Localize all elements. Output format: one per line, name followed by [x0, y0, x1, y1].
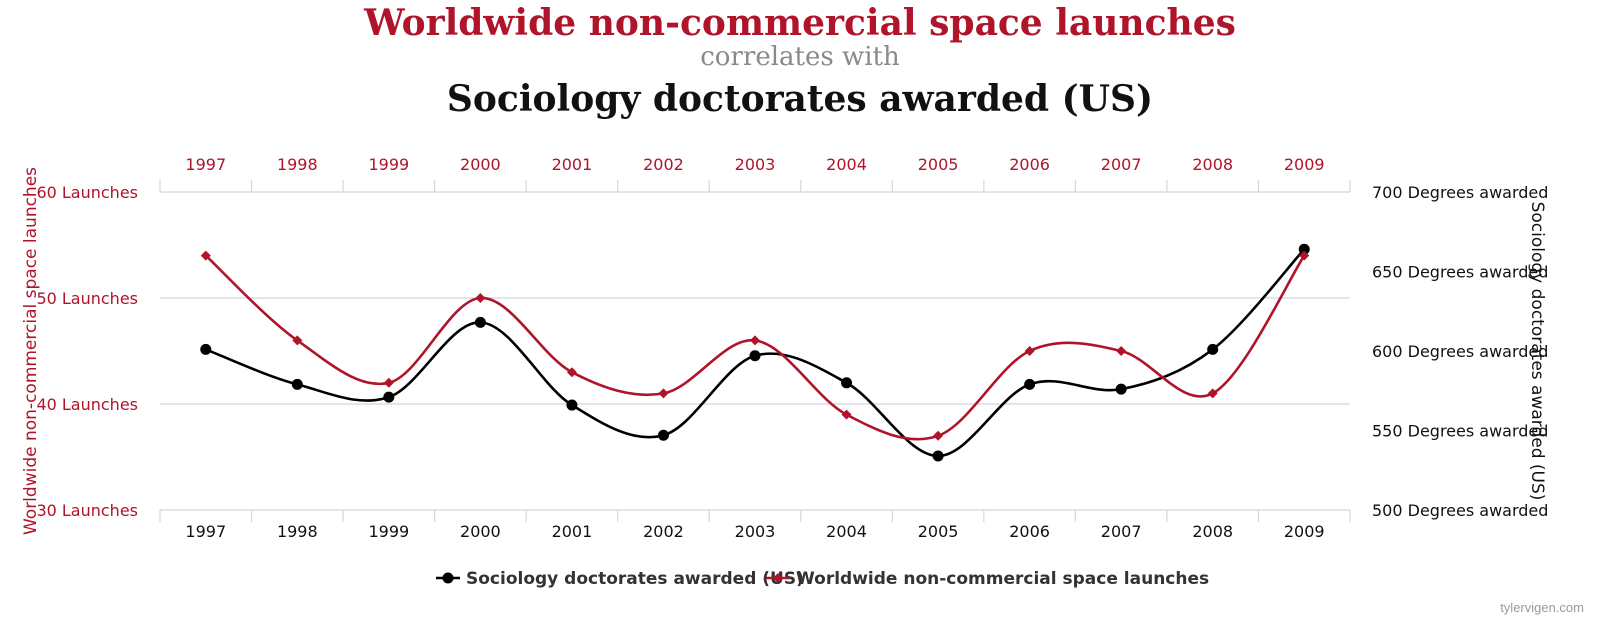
chart-title-secondary: Sociology doctorates awarded (US) [446, 78, 1154, 120]
legend[interactable]: Sociology doctorates awarded (US)Worldwi… [436, 569, 1209, 589]
left-axis-tick-label: 30 Launches [36, 501, 138, 520]
x-tick-label-bottom: 2003 [735, 522, 776, 541]
x-tick-label-top: 1998 [277, 155, 318, 174]
watermark: tylervigen.com [1500, 600, 1584, 615]
x-tick-label-top: 2006 [1009, 155, 1050, 174]
right-axis-tick-label: 550 Degrees awarded [1372, 422, 1548, 441]
right-axis-tick-label: 500 Degrees awarded [1372, 501, 1548, 520]
data-point-launches [841, 409, 852, 420]
data-point-launches [1024, 346, 1035, 356]
x-tick-label-bottom: 2008 [1192, 522, 1233, 541]
x-tick-label-top: 2007 [1101, 155, 1142, 174]
data-point-launches [1116, 346, 1127, 356]
left-axis-title: Worldwide non-commercial space launches [21, 167, 41, 535]
data-point-doctorates [1024, 378, 1036, 390]
data-point-launches [475, 293, 486, 303]
right-axis-tick-label: 650 Degrees awarded [1372, 263, 1548, 282]
data-point-launches [566, 367, 577, 378]
data-point-launches [383, 377, 394, 388]
x-tick-label-top: 2003 [735, 155, 776, 174]
data-point-doctorates [932, 450, 944, 462]
x-tick-label-top: 2005 [918, 155, 959, 174]
data-point-doctorates [566, 399, 578, 411]
x-tick-label-top: 1997 [185, 155, 226, 174]
data-point-doctorates [749, 350, 761, 362]
data-point-launches [933, 430, 944, 441]
x-tick-label-bottom: 2001 [552, 522, 593, 541]
data-point-doctorates [474, 316, 486, 328]
x-tick-label-bottom: 1999 [368, 522, 409, 541]
data-point-doctorates [1207, 343, 1219, 355]
x-tick-label-bottom: 2000 [460, 522, 501, 541]
data-point-launches [292, 335, 303, 346]
x-tick-label-top: 1999 [368, 155, 409, 174]
data-point-doctorates [1298, 243, 1310, 255]
axes: 1997 1997 1998 1998 1999 1999 2000 2000 2001 2001… [21, 155, 1548, 541]
x-tick-label-top: 2009 [1284, 155, 1325, 174]
data-point-launches [1207, 388, 1218, 399]
left-axis-tick-label: 50 Launches [36, 289, 138, 308]
data-point-doctorates [1115, 383, 1127, 395]
x-tick-label-top: 2004 [826, 155, 867, 174]
data-point-launches [658, 388, 669, 399]
x-tick-label-top: 2000 [460, 155, 501, 174]
data-point-launches [1299, 250, 1310, 261]
chart-title-connector: correlates with [700, 42, 900, 72]
right-axis-title: Sociology doctorates awarded (US) [1527, 202, 1547, 501]
x-tick-label-bottom: 2005 [918, 522, 959, 541]
data-point-launches [200, 250, 211, 261]
data-point-doctorates [657, 429, 669, 441]
data-point-launches [750, 335, 760, 346]
left-axis-tick-label: 40 Launches [36, 395, 138, 414]
x-tick-label-bottom: 2006 [1009, 522, 1050, 541]
x-tick-label-top: 2001 [552, 155, 593, 174]
series-line-launches [204, 254, 1306, 441]
x-tick-label-bottom: 2009 [1284, 522, 1325, 541]
data-point-doctorates [200, 343, 212, 355]
data-point-doctorates [383, 391, 395, 403]
legend-label: Worldwide non-commercial space launches [796, 569, 1209, 589]
x-tick-label-bottom: 1997 [185, 522, 226, 541]
right-axis-tick-label: 600 Degrees awarded [1372, 342, 1548, 361]
series [200, 243, 1310, 462]
chart-title-primary: Worldwide non-commercial space launches [364, 2, 1236, 44]
data-point-doctorates [291, 378, 303, 390]
x-tick-label-top: 2002 [643, 155, 684, 174]
right-axis-tick-label: 700 Degrees awarded [1372, 183, 1548, 202]
data-point-doctorates [841, 377, 853, 389]
x-tick-label-bottom: 2004 [826, 522, 867, 541]
legend-label: Sociology doctorates awarded (US) [466, 569, 804, 589]
x-tick-label-bottom: 2007 [1101, 522, 1142, 541]
legend-marker [442, 572, 454, 584]
x-tick-label-top: 2008 [1192, 155, 1233, 174]
x-tick-label-bottom: 1998 [277, 522, 318, 541]
x-tick-label-bottom: 2002 [643, 522, 684, 541]
grid-lines [160, 191, 1350, 511]
left-axis-tick-label: 60 Launches [36, 183, 138, 202]
legend-marker [773, 573, 783, 583]
